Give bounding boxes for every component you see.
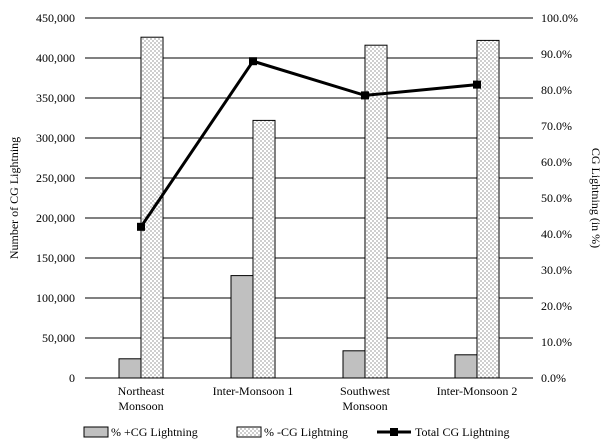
y-right-tick-label: 0.0%: [541, 371, 566, 385]
bar-positive-cg: [119, 359, 141, 378]
y-left-tick-label: 450,000: [36, 11, 75, 25]
y-left-tick-label: 300,000: [36, 131, 75, 145]
y-right-tick-label: 80.0%: [541, 83, 572, 97]
x-tick-label: Monsoon: [118, 399, 163, 413]
y-right-tick-label: 40.0%: [541, 227, 572, 241]
bar-positive-cg: [231, 276, 253, 378]
axes: 0 50,000 100,000 150,000 200,000 250,000 300,0…: [7, 11, 602, 413]
legend-label-positive-cg: % +CG Lightning: [111, 425, 198, 439]
y-left-tick-label: 350,000: [36, 91, 75, 105]
total-cg-marker: [473, 81, 481, 89]
y-left-tick-label: 0: [69, 371, 75, 385]
y-left-tick-label: 150,000: [36, 251, 75, 265]
legend-label-total-cg: Total CG Lightning: [415, 425, 510, 439]
y-right-tick-label: 100.0%: [541, 11, 578, 25]
x-tick-label: Monsoon: [342, 399, 387, 413]
bar-negative-cg: [477, 40, 499, 378]
x-tick-label: Northeast: [118, 384, 165, 398]
y-right-tick-label: 60.0%: [541, 155, 572, 169]
line-series: [137, 57, 481, 231]
bar-positive-cg: [455, 355, 477, 378]
legend-swatch-negative-cg: [237, 427, 261, 437]
legend-swatch-positive-cg: [84, 427, 108, 437]
x-tick-label: Inter-Monsoon 2: [437, 384, 518, 398]
total-cg-marker: [249, 57, 257, 65]
legend-label-negative-cg: % -CG Lightning: [264, 425, 348, 439]
y-left-tick-label: 100,000: [36, 291, 75, 305]
legend: % +CG Lightning % -CG Lightning Total CG L…: [84, 425, 510, 439]
y-right-tick-label: 50.0%: [541, 191, 572, 205]
total-cg-marker: [361, 91, 369, 99]
y-right-axis-title: CG Lightning (in %): [589, 148, 602, 248]
y-left-tick-label: 50,000: [42, 331, 75, 345]
bar-negative-cg: [253, 120, 275, 378]
x-tick-label: Inter-Monsoon 1: [213, 384, 294, 398]
total-cg-marker: [137, 223, 145, 231]
bar-negative-cg: [141, 37, 163, 378]
y-left-tick-label: 200,000: [36, 211, 75, 225]
legend-swatch-marker: [390, 428, 398, 436]
bar-positive-cg: [343, 351, 365, 378]
y-right-tick-label: 10.0%: [541, 335, 572, 349]
y-right-tick-label: 70.0%: [541, 119, 572, 133]
y-right-tick-label: 90.0%: [541, 47, 572, 61]
y-right-tick-label: 20.0%: [541, 299, 572, 313]
y-left-tick-label: 250,000: [36, 171, 75, 185]
y-left-tick-label: 400,000: [36, 51, 75, 65]
y-left-axis-title: Number of CG Lightning: [7, 137, 21, 259]
x-tick-label: Southwest: [340, 384, 391, 398]
total-cg-line: [141, 61, 477, 227]
y-right-tick-label: 30.0%: [541, 263, 572, 277]
